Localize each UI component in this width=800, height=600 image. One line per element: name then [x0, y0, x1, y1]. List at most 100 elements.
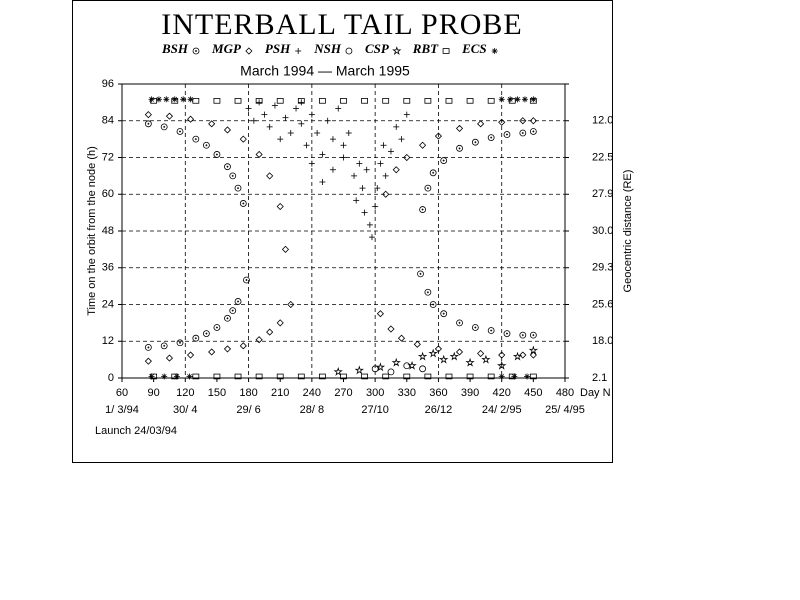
marker — [529, 373, 537, 380]
marker — [497, 360, 507, 370]
marker — [521, 96, 528, 103]
x-tick-label: 330 — [398, 387, 416, 399]
marker — [335, 105, 342, 112]
y2-tick-label: 30.0 — [592, 225, 613, 237]
x-tick-label: 60 — [116, 387, 128, 399]
marker — [224, 314, 231, 322]
marker — [297, 373, 305, 380]
marker — [208, 120, 216, 128]
marker — [340, 98, 347, 104]
marker — [276, 373, 284, 380]
marker — [297, 98, 305, 104]
marker — [245, 105, 252, 112]
legend-marker — [442, 48, 450, 54]
date-label: 1/ 3/94 — [105, 404, 139, 416]
legend-label: CSP — [365, 41, 390, 56]
marker — [487, 373, 495, 380]
marker — [319, 151, 326, 158]
marker — [223, 126, 232, 134]
marker — [417, 270, 424, 278]
annotation: Launch 24/03/94 — [95, 425, 177, 437]
y2-tick-label: 29.3 — [592, 262, 613, 274]
marker — [186, 351, 195, 359]
marker — [398, 136, 405, 143]
marker — [361, 373, 368, 380]
legend-marker — [345, 47, 353, 55]
y2-tick-label: 25.6 — [592, 298, 613, 310]
y-tick-label: 24 — [102, 298, 114, 310]
marker — [161, 373, 168, 380]
legend-label: RBT — [412, 41, 439, 56]
marker — [340, 142, 347, 149]
marker — [250, 117, 257, 124]
marker — [293, 105, 300, 112]
marker — [376, 310, 384, 318]
marker — [266, 172, 274, 180]
marker — [192, 373, 200, 380]
marker — [351, 172, 358, 179]
legend-label: ECS — [461, 41, 487, 56]
marker — [524, 373, 531, 380]
y2-tick-label: 22.5 — [592, 151, 613, 163]
marker — [445, 98, 453, 104]
marker — [345, 130, 352, 136]
legend-label: BSH — [161, 41, 189, 56]
marker — [255, 150, 263, 159]
marker — [319, 179, 326, 185]
date-label: 30/ 4 — [173, 404, 197, 416]
marker — [287, 300, 295, 309]
marker — [466, 373, 474, 380]
marker — [440, 157, 448, 164]
chart-title: INTERBALL TAIL PROBE — [161, 8, 522, 41]
marker — [256, 99, 263, 106]
marker — [368, 234, 375, 241]
marker — [419, 206, 427, 213]
marker — [359, 185, 366, 192]
marker — [234, 184, 242, 192]
marker — [371, 365, 379, 373]
marker — [477, 120, 485, 128]
marker — [424, 288, 432, 296]
marker — [380, 142, 387, 149]
marker — [202, 330, 210, 337]
marker — [439, 354, 449, 364]
marker — [266, 123, 273, 130]
y2-tick-label: 27.9 — [592, 188, 613, 200]
marker — [239, 200, 247, 207]
marker — [186, 373, 193, 380]
outer-frame — [72, 0, 613, 463]
marker — [324, 117, 331, 124]
marker — [529, 117, 537, 125]
marker — [173, 373, 180, 380]
y-tick-label: 36 — [102, 262, 114, 274]
legend-marker — [192, 47, 200, 55]
marker — [356, 160, 363, 167]
y2-tick-label: 12.0 — [592, 115, 613, 127]
marker — [424, 373, 432, 380]
marker — [417, 351, 428, 361]
marker — [144, 357, 152, 365]
marker — [519, 331, 527, 339]
marker — [374, 185, 381, 192]
marker — [192, 135, 200, 143]
marker — [387, 368, 395, 376]
marker — [165, 354, 174, 362]
marker — [366, 221, 373, 228]
marker — [266, 328, 274, 336]
marker — [498, 96, 505, 103]
marker — [487, 327, 495, 334]
marker — [308, 160, 315, 167]
marker — [403, 153, 411, 162]
marker — [255, 98, 263, 104]
marker — [340, 373, 347, 380]
legend-label: MGP — [211, 41, 242, 56]
y2-tick-label: 2.1 — [592, 372, 607, 384]
x-tick-label: 180 — [239, 387, 257, 399]
marker — [449, 351, 459, 361]
marker — [187, 96, 194, 103]
marker — [202, 141, 210, 149]
x-tick-label: 120 — [176, 387, 194, 399]
marker — [314, 130, 321, 136]
marker — [303, 142, 310, 149]
marker — [155, 96, 162, 103]
